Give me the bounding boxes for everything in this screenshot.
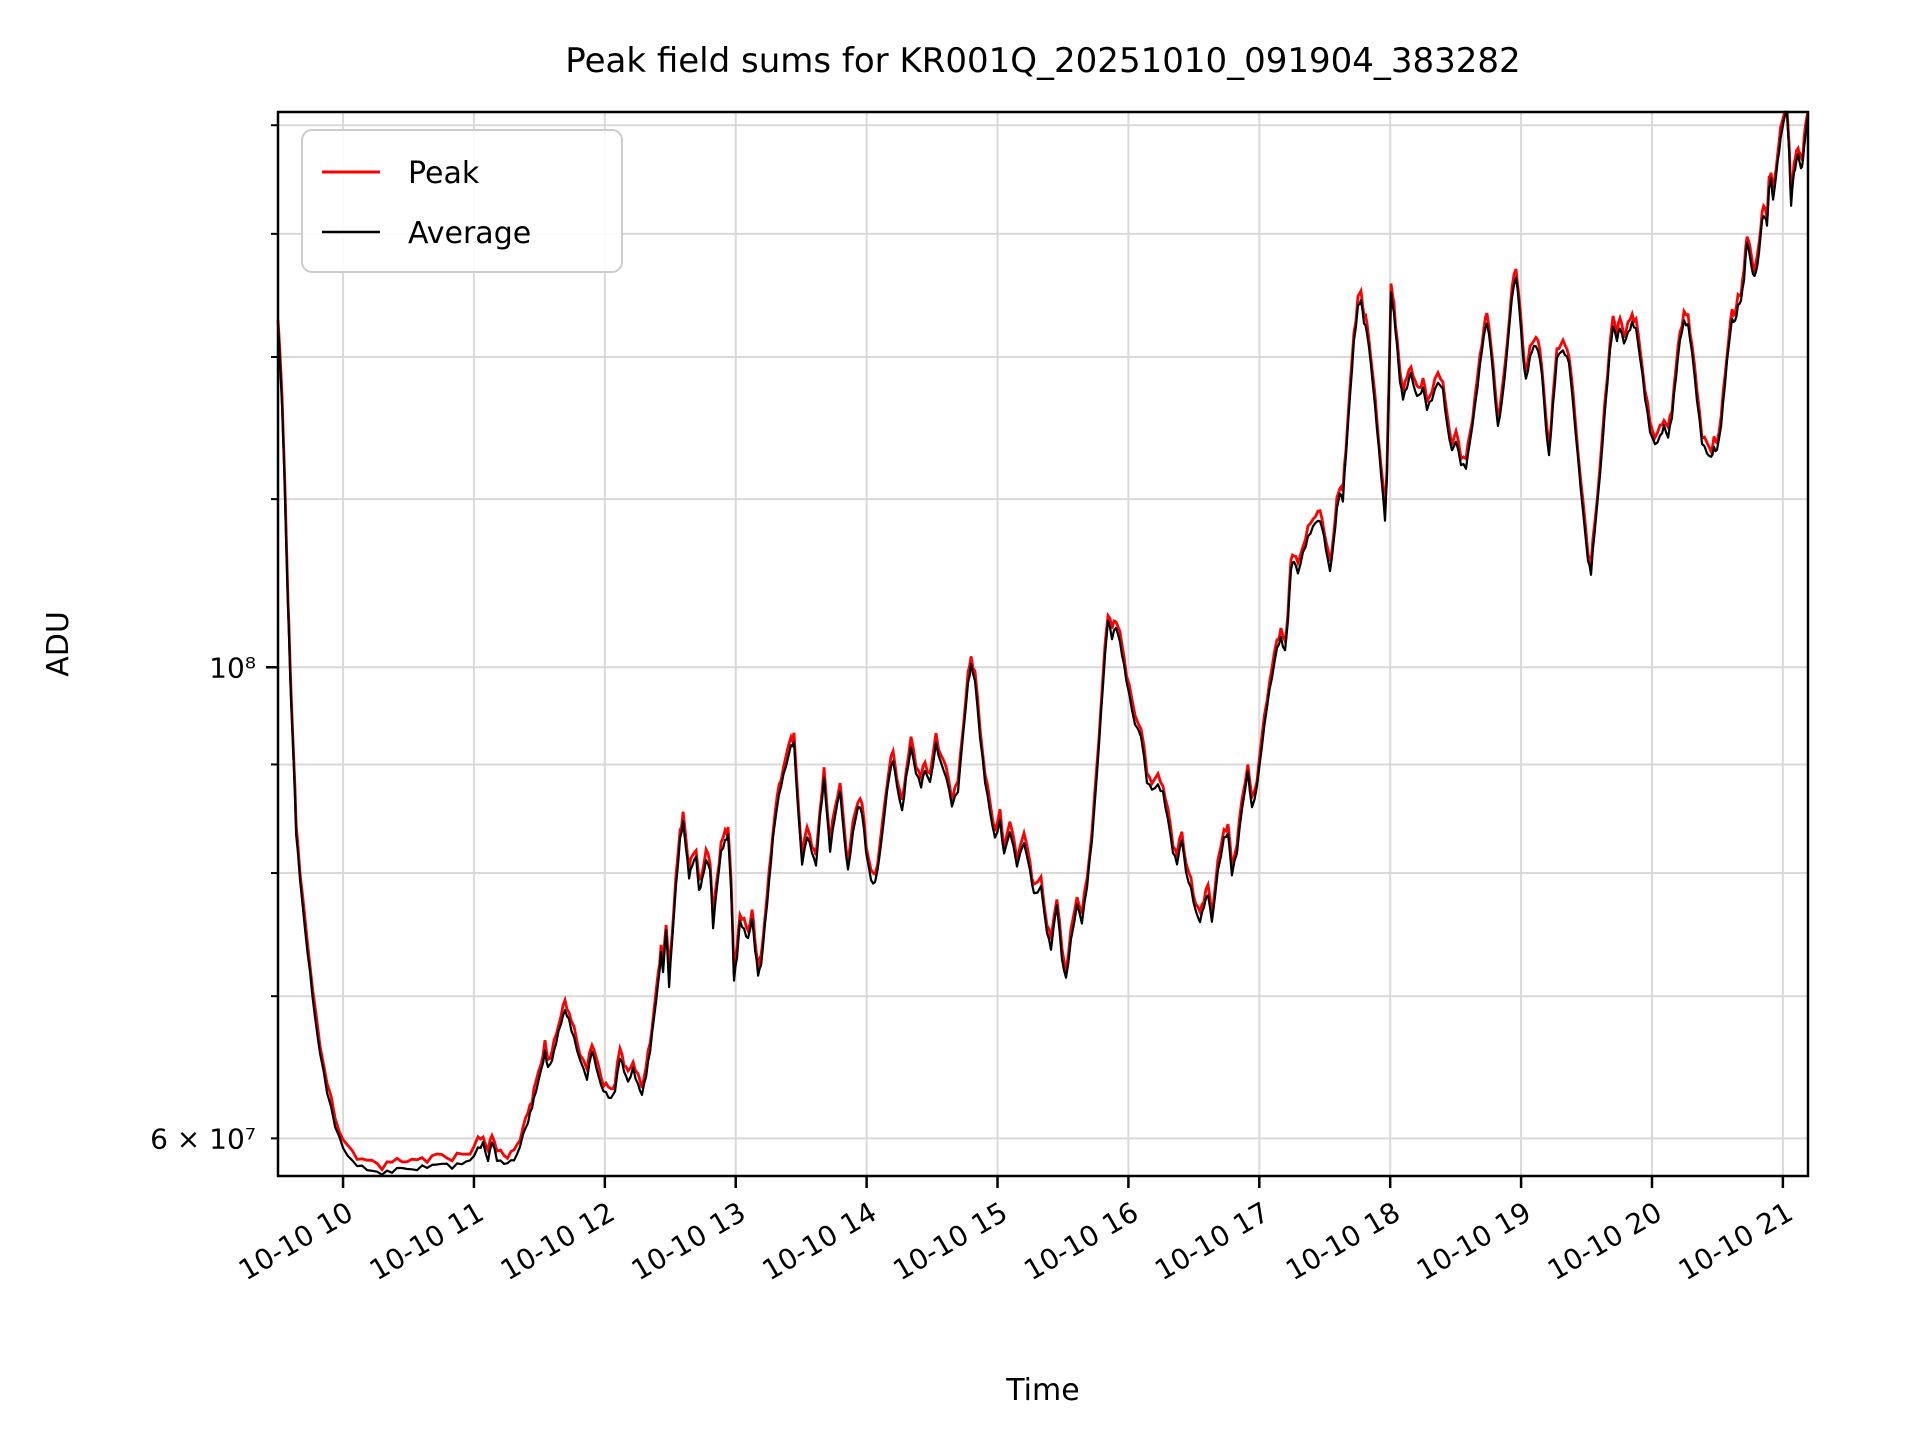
y-minor-tick-label: 6 × 10⁷ [150, 1122, 256, 1155]
legend: Peak Average [301, 129, 623, 273]
data-series [276, 110, 1810, 1176]
chart-title: Peak field sums for KR001Q_20251010_0919… [565, 41, 1520, 81]
y-axis-label: ADU [41, 611, 76, 677]
y-tick-labels: 10⁸ 6 × 10⁷ [150, 651, 256, 1155]
x-tick-label: 10-10 18 [1280, 1195, 1406, 1287]
x-tick-labels: 10-10 10 10-10 11 10-10 12 10-10 13 10-10 14… [233, 1195, 1798, 1287]
average-series-line [276, 110, 1810, 1176]
x-tick-label: 10-10 16 [1018, 1195, 1144, 1287]
x-tick-label: 10-10 15 [887, 1195, 1013, 1287]
x-tick-label: 10-10 13 [626, 1195, 752, 1287]
x-tick-label: 10-10 14 [757, 1195, 883, 1287]
x-tick-label: 10-10 11 [364, 1195, 490, 1287]
x-tick-label: 10-10 12 [495, 1195, 621, 1287]
plot-frame [276, 110, 1810, 1178]
legend-label-peak: Peak [408, 156, 480, 191]
x-tick-label: 10-10 19 [1411, 1195, 1537, 1287]
x-tick-label: 10-10 21 [1673, 1195, 1799, 1287]
grid-lines [278, 112, 1808, 1176]
x-tick-label: 10-10 20 [1542, 1195, 1668, 1287]
axis-ticks [266, 124, 1785, 1188]
legend-box [301, 129, 623, 273]
legend-label-average: Average [408, 216, 531, 251]
x-tick-label: 10-10 17 [1149, 1195, 1275, 1287]
x-axis-label: Time [1005, 1373, 1079, 1408]
y-major-tick-label: 10⁸ [209, 651, 256, 684]
x-tick-label: 10-10 10 [233, 1195, 359, 1287]
peak-series-line [276, 110, 1810, 1173]
